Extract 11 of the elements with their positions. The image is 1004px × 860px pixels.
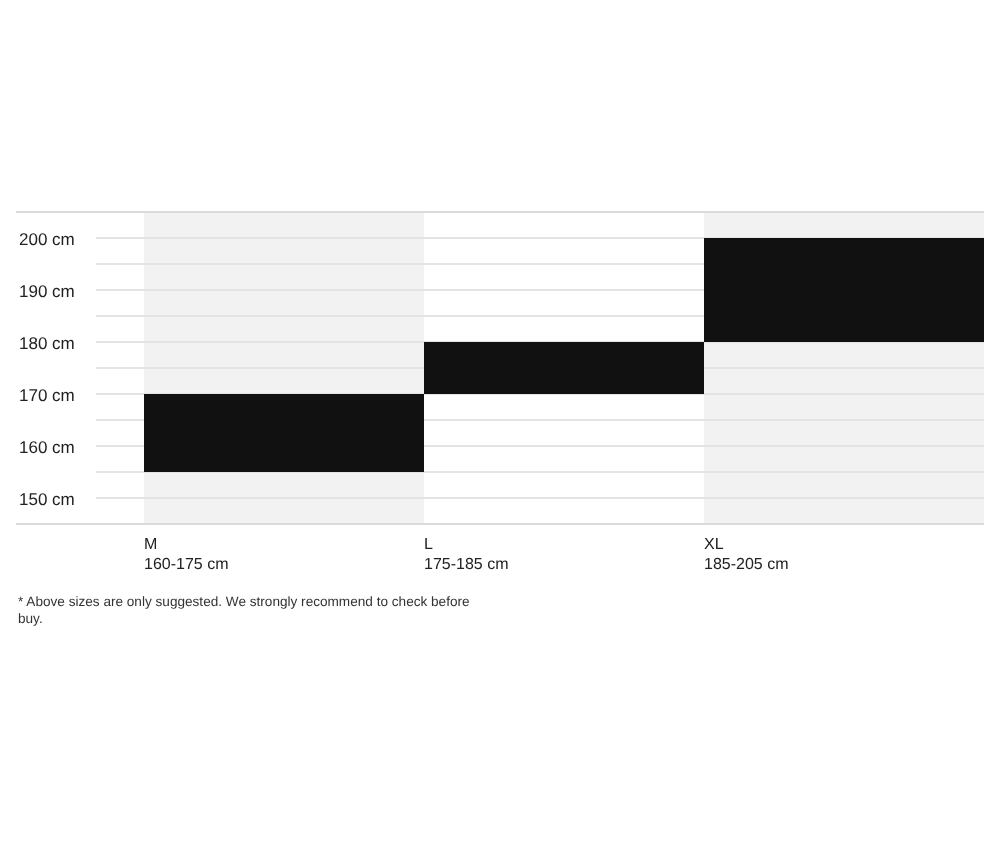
x-tick-label: L 175-185 cm: [424, 535, 510, 573]
bar: [144, 394, 424, 472]
x-tick-label: M 160-175 cm: [144, 535, 230, 573]
y-tick-label: 180 cm: [19, 333, 75, 353]
y-tick-label: 200 cm: [19, 229, 75, 249]
x-tick-label: XL 185-205 cm: [704, 535, 790, 573]
y-tick-label: 160 cm: [19, 437, 75, 457]
y-tick-label: 190 cm: [19, 281, 75, 301]
y-tick-label: 170 cm: [19, 385, 75, 405]
bar: [424, 342, 704, 394]
y-tick-label: 150 cm: [19, 489, 75, 509]
